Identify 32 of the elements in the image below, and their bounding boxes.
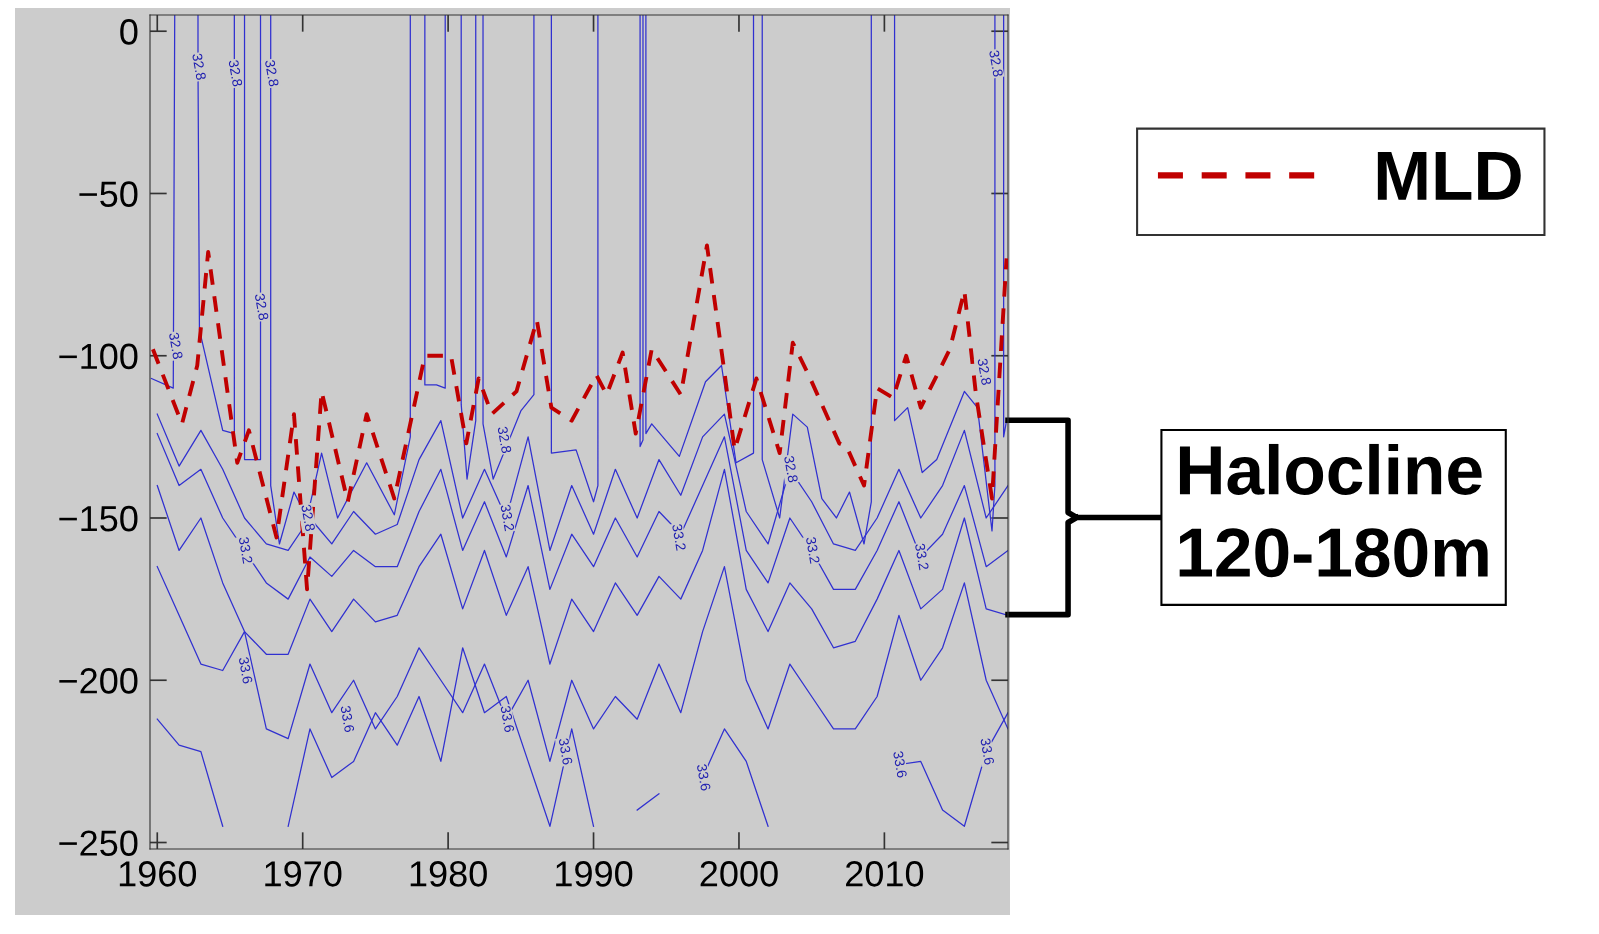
annotation: 33.2 [805, 536, 820, 564]
x-tick-label: 1980 [410, 861, 487, 887]
annotation: 33.2 [238, 536, 253, 564]
y-tick-label: 0 [120, 19, 138, 45]
annotation: 33.2 [914, 543, 929, 571]
annotation: 32.8 [977, 358, 992, 386]
annotation: 32.8 [254, 293, 269, 321]
annotation: 33.6 [558, 737, 573, 765]
annotation: 32.8 [264, 59, 279, 87]
x-tick-label: 1970 [265, 861, 342, 887]
x-tick-label: 2000 [700, 861, 778, 887]
y-tick-label: −100 [59, 343, 138, 370]
y-tick-label: −200 [59, 668, 138, 694]
annotation: 32.8 [168, 332, 183, 360]
x-tick-label: 1960 [119, 861, 197, 887]
annotation: 32.8 [301, 504, 316, 532]
annotation: 33.6 [893, 750, 908, 778]
annotation: 33.6 [238, 656, 253, 684]
annotation: 32.8 [497, 426, 512, 454]
annotation: 32.8 [192, 53, 207, 81]
y-tick-label: −250 [59, 830, 138, 856]
annotation: 32.8 [228, 59, 243, 87]
x-tick-label: 1990 [556, 861, 633, 887]
annotation: 32.8 [988, 49, 1004, 78]
annotation: 33.2 [671, 523, 687, 551]
legend-label: MLD [1377, 151, 1521, 200]
y-tick-label: −50 [79, 181, 138, 207]
y-tick-label: −150 [59, 505, 138, 532]
x-tick-label: 2010 [846, 861, 924, 887]
annotation: 33.6 [340, 705, 355, 733]
annotation: 33.6 [696, 763, 711, 791]
text: Halocline 120-180m [1179, 443, 1488, 578]
